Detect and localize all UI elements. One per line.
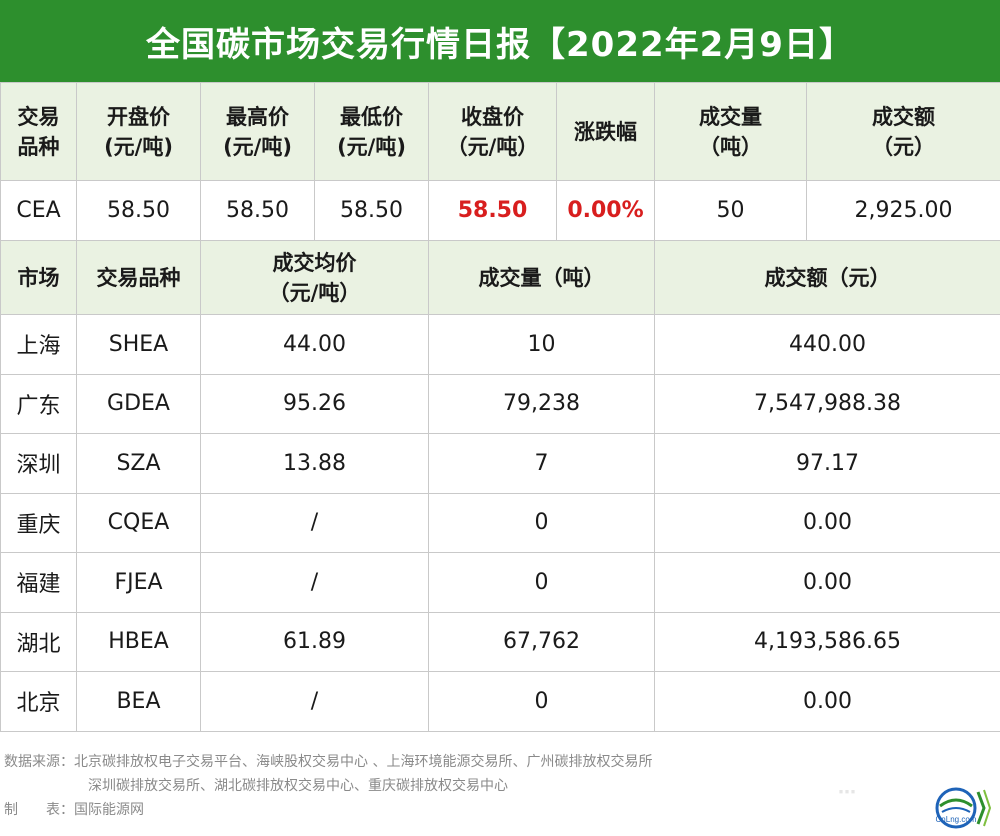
table-row: 上海 SHEA 44.00 10 440.00 (0, 314, 1000, 375)
cell-amount: 440.00 (654, 314, 1000, 375)
cell-product: GDEA (76, 373, 201, 434)
page-title: 全国碳市场交易行情日报【2022年2月9日】 (0, 0, 1000, 82)
cell-volume: 0 (428, 492, 655, 553)
cell-avg-price: / (200, 671, 429, 732)
cell-market: 广东 (0, 373, 77, 434)
header-amount: 成交额（元） (654, 240, 1000, 315)
cell-market: 湖北 (0, 611, 77, 672)
table-row: 湖北 HBEA 61.89 67,762 4,193,586.65 (0, 611, 1000, 672)
cell-high-price: 58.50 (200, 180, 315, 241)
cell-open-price: 58.50 (76, 180, 201, 241)
watermark-icon: ⋯ (838, 782, 856, 803)
header-change: 涨跌幅 (556, 82, 655, 181)
data-source-line-2: 深圳碳排放交易所、湖北碳排放权交易中心、重庆碳排放权交易中心 (88, 778, 508, 794)
cell-change: 0.00% (556, 180, 655, 241)
cell-avg-price: 13.88 (200, 433, 429, 494)
cell-product: BEA (76, 671, 201, 732)
cell-avg-price: 95.26 (200, 373, 429, 434)
cell-product: SZA (76, 433, 201, 494)
cell-volume: 0 (428, 671, 655, 732)
data-source-line: 数据来源：北京碳排放权电子交易平台、海峡股权交易中心 、上海环境能源交易所、广州… (4, 754, 653, 770)
cell-volume: 7 (428, 433, 655, 494)
table-row: 北京 BEA / 0 0.00 (0, 671, 1000, 732)
header-high-price: 最高价 (元/吨) (200, 82, 315, 181)
table-row: CEA 58.50 58.50 58.50 58.50 0.00% 50 2,9… (0, 180, 1000, 241)
cell-market: 上海 (0, 314, 77, 375)
table-row: 广东 GDEA 95.26 79,238 7,547,988.38 (0, 373, 1000, 434)
header-volume: 成交量（吨） (654, 82, 807, 181)
cell-avg-price: / (200, 492, 429, 553)
globe-logo-icon: CnLng.com (928, 786, 994, 830)
cell-close-price: 58.50 (428, 180, 557, 241)
table-maker-line: 制 表：国际能源网 (4, 802, 144, 818)
cell-amount: 97.17 (654, 433, 1000, 494)
header-avg-price: 成交均价 （元/吨） (200, 240, 429, 315)
cell-volume: 79,238 (428, 373, 655, 434)
cell-market: 福建 (0, 552, 77, 613)
table-row: 深圳 SZA 13.88 7 97.17 (0, 433, 1000, 494)
header-amount: 成交额（元） (806, 82, 1000, 181)
cell-product: CEA (0, 180, 77, 241)
cell-amount: 7,547,988.38 (654, 373, 1000, 434)
cell-amount: 0.00 (654, 492, 1000, 553)
header-open-price: 开盘价 (元/吨) (76, 82, 201, 181)
cell-avg-price: 61.89 (200, 611, 429, 672)
cell-avg-price: 44.00 (200, 314, 429, 375)
cell-volume: 50 (654, 180, 807, 241)
cell-amount: 4,193,586.65 (654, 611, 1000, 672)
cell-market: 重庆 (0, 492, 77, 553)
cell-product: HBEA (76, 611, 201, 672)
cell-market: 深圳 (0, 433, 77, 494)
national-market-table: 交易 品种 开盘价 (元/吨) 最高价 (元/吨) 最低价 (元/吨) 收盘价 （元/吨）… (0, 82, 1000, 241)
cell-market: 北京 (0, 671, 77, 732)
regional-market-table: 市场 交易品种 成交均价 （元/吨） 成交量（吨） 成交额（元） 上海 SHEA … (0, 240, 1000, 732)
cell-amount: 0.00 (654, 552, 1000, 613)
national-header-row: 交易 品种 开盘价 (元/吨) 最高价 (元/吨) 最低价 (元/吨) 收盘价 （元/吨）… (0, 82, 1000, 181)
table-row: 重庆 CQEA / 0 0.00 (0, 492, 1000, 553)
cell-product: FJEA (76, 552, 201, 613)
cell-amount: 2,925.00 (806, 180, 1000, 241)
header-product: 交易品种 (0, 82, 77, 181)
logo-text: CnLng.com (936, 815, 977, 824)
footer-notes: 数据来源：北京碳排放权电子交易平台、海峡股权交易中心 、上海环境能源交易所、广州… (4, 750, 904, 822)
header-product: 交易品种 (76, 240, 201, 315)
cell-avg-price: / (200, 552, 429, 613)
header-market: 市场 (0, 240, 77, 315)
cell-product: SHEA (76, 314, 201, 375)
cell-volume: 10 (428, 314, 655, 375)
table-row: 福建 FJEA / 0 0.00 (0, 552, 1000, 613)
header-close-price: 收盘价 （元/吨） (428, 82, 557, 181)
cell-volume: 0 (428, 552, 655, 613)
header-low-price: 最低价 (元/吨) (314, 82, 429, 181)
cell-low-price: 58.50 (314, 180, 429, 241)
cell-product: CQEA (76, 492, 201, 553)
regional-header-row: 市场 交易品种 成交均价 （元/吨） 成交量（吨） 成交额（元） (0, 240, 1000, 315)
cell-amount: 0.00 (654, 671, 1000, 732)
header-volume: 成交量（吨） (428, 240, 655, 315)
cell-volume: 67,762 (428, 611, 655, 672)
